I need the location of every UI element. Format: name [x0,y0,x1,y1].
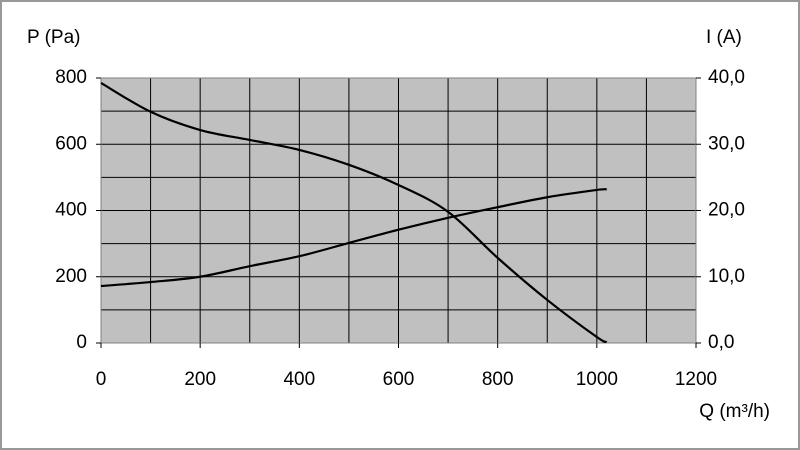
x-tick-label: 800 [482,369,514,390]
series-line [100,82,608,344]
x-tick-label: 1200 [675,369,717,390]
y-tick-label: 800 [55,67,87,88]
series-line [100,188,607,288]
y-tick-label: 200 [55,266,87,287]
x-axis-label: Q (m³/h) [699,401,770,422]
y2-tick-label: 0,0 [708,332,734,353]
y2-axis-label: I (A) [706,27,742,48]
y2-tick-label: 40,0 [708,67,745,88]
y2-tick-label: 10,0 [708,266,745,287]
y2-tick-label: 20,0 [708,200,745,221]
y-axis-label: P (Pa) [27,27,81,48]
y-tick-label: 600 [55,133,87,154]
y2-tick-label: 30,0 [708,133,745,154]
y-tick-label: 0 [76,332,87,353]
x-tick-label: 1000 [576,369,618,390]
x-tick-label: 0 [96,369,107,390]
x-tick-label: 600 [383,369,415,390]
x-tick-label: 400 [283,369,315,390]
x-tick-label: 200 [184,369,216,390]
y-tick-label: 400 [55,200,87,221]
